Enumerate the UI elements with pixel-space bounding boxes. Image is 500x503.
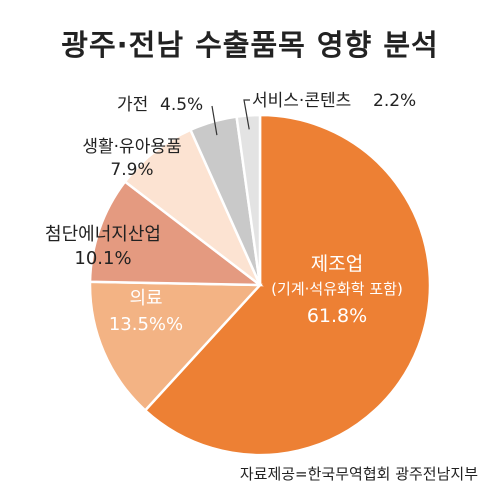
- slice-label-manufacturing: 제조업: [311, 253, 363, 275]
- slice-value-manufacturing: 61.8%: [307, 305, 367, 327]
- slice-label-energy: 첨단에너지산업: [45, 224, 161, 245]
- slice-value-medical: 13.5%%: [109, 314, 183, 335]
- slice-label-service: 서비스·콘텐츠: [252, 91, 351, 111]
- pie-slices: [88, 113, 432, 457]
- slice-label-appliance: 가전: [117, 95, 148, 115]
- slice-label-living: 생활·유아용품: [82, 137, 181, 157]
- slice-label-medical: 의료: [129, 288, 162, 309]
- pie-slice-energy: [88, 179, 264, 287]
- pie-slice-medical: [88, 280, 263, 413]
- slice-sublabel-manufacturing: (기계·석유화학 포함): [271, 280, 403, 298]
- leader-lines: [211, 99, 250, 136]
- pie-slice-service: [235, 113, 262, 286]
- slice-value-energy: 10.1%: [74, 248, 131, 269]
- source-note: 자료제공=한국무역협회 광주전남지부: [239, 465, 478, 483]
- chart-title: 광주·전남 수출품목 영향 분석: [61, 28, 439, 62]
- slice-value-living: 7.9%: [110, 160, 153, 180]
- pie-slice-manufacturing: [143, 113, 432, 457]
- slice-value-appliance: 4.5%: [160, 95, 203, 115]
- leader-line-service: [243, 99, 250, 130]
- slice-value-service: 2.2%: [373, 91, 416, 111]
- leader-line-appliance: [211, 105, 218, 136]
